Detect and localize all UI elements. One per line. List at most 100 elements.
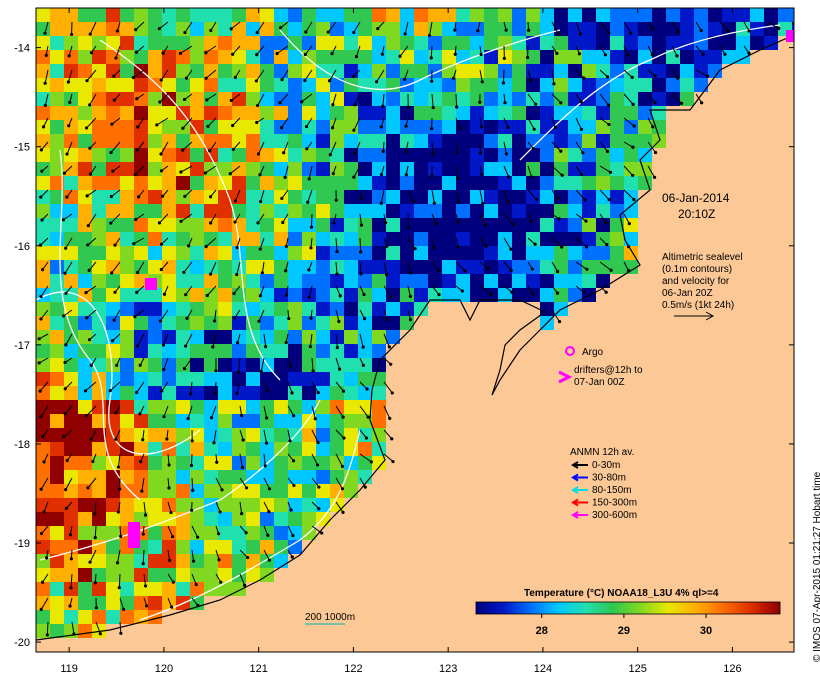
- sst-cell: [190, 162, 204, 176]
- sst-cell: [232, 204, 246, 218]
- lon-tick-label: 123: [439, 663, 457, 675]
- velocity-vector-head: [679, 101, 684, 105]
- sst-cell: [78, 610, 92, 624]
- sst-cell: [316, 22, 330, 36]
- sst-cell: [162, 36, 176, 50]
- sst-cell: [232, 400, 246, 414]
- velocity-vector: [407, 309, 411, 320]
- sst-cell: [386, 50, 400, 64]
- sst-cell: [554, 176, 568, 190]
- sst-cell: [218, 498, 232, 512]
- velocity-vector: [623, 21, 632, 34]
- velocity-vector: [359, 477, 366, 488]
- sst-cell: [78, 526, 92, 540]
- velocity-vector: [86, 69, 97, 81]
- sst-cell: [260, 484, 274, 498]
- sst-cell: [372, 36, 386, 50]
- sst-cell: [148, 428, 162, 442]
- velocity-vector-head: [233, 199, 237, 203]
- sst-cell: [484, 148, 498, 162]
- sst-cell: [64, 470, 78, 484]
- velocity-vector: [502, 69, 505, 83]
- sst-cell: [78, 316, 92, 330]
- velocity-vector-head: [63, 412, 67, 416]
- sst-cell: [288, 372, 302, 386]
- velocity-vector-head: [159, 169, 164, 173]
- sst-cell: [64, 274, 78, 288]
- sst-cell: [540, 190, 554, 204]
- sst-cell: [218, 36, 232, 50]
- sst-cell: [302, 288, 316, 302]
- velocity-vector: [335, 477, 343, 489]
- sst-cell: [582, 134, 596, 148]
- velocity-vector: [236, 261, 241, 275]
- sst-cell: [400, 8, 414, 22]
- velocity-vector-head: [160, 389, 164, 393]
- sst-cell: [176, 246, 190, 260]
- velocity-vector-head: [205, 98, 209, 102]
- sst-cell: [624, 22, 638, 36]
- sst-cell: [218, 260, 232, 274]
- legend-label: 300-600m: [592, 510, 637, 521]
- sst-cell: [400, 218, 414, 232]
- sst-cell: [456, 120, 470, 134]
- velocity-vector-head: [267, 487, 272, 491]
- sst-cell: [302, 218, 316, 232]
- velocity-vector-head: [42, 510, 46, 514]
- sst-cell: [400, 274, 414, 288]
- sst-cell: [36, 22, 50, 36]
- velocity-vector-head: [288, 439, 292, 443]
- sst-cell: [344, 50, 358, 64]
- velocity-vector: [455, 117, 461, 129]
- velocity-vector: [551, 165, 563, 176]
- sst-cell: [358, 218, 372, 232]
- velocity-vector: [209, 141, 217, 152]
- altimetry-line: 06-Jan 20Z: [662, 288, 713, 299]
- sst-cell: [246, 204, 260, 218]
- velocity-vector-head: [244, 486, 249, 490]
- sst-cell: [400, 134, 414, 148]
- sst-cell: [36, 218, 50, 232]
- sst-cell: [78, 204, 92, 218]
- sst-cell: [162, 484, 176, 498]
- velocity-vector: [359, 261, 362, 274]
- sst-cell: [232, 148, 246, 162]
- velocity-vector-head: [747, 51, 751, 55]
- sst-cell: [274, 204, 288, 218]
- sst-cell: [106, 526, 120, 540]
- sst-cell: [540, 246, 554, 260]
- sst-cell: [148, 190, 162, 204]
- velocity-vector: [383, 429, 393, 440]
- sst-cell: [162, 232, 176, 246]
- velocity-vector-head: [506, 125, 510, 129]
- velocity-vector-head: [341, 415, 345, 419]
- sst-cell: [50, 400, 64, 414]
- velocity-vector-head: [62, 435, 66, 439]
- sst-cell: [78, 414, 92, 428]
- velocity-vector-head: [654, 150, 658, 155]
- sst-cell: [176, 344, 190, 358]
- sst-cell: [78, 148, 92, 162]
- velocity-vector: [135, 21, 145, 30]
- sst-cell: [120, 582, 134, 596]
- sst-cell: [148, 92, 162, 106]
- velocity-vector-head: [340, 487, 345, 491]
- sst-cell: [218, 288, 232, 302]
- velocity-vector: [430, 45, 433, 58]
- velocity-vector-head: [555, 51, 559, 55]
- velocity-vector-head: [579, 100, 583, 104]
- sst-cell: [176, 274, 190, 288]
- sst-cell: [92, 316, 106, 330]
- sst-cell: [358, 442, 372, 456]
- velocity-vector-head: [63, 360, 67, 365]
- velocity-vector-head: [311, 369, 315, 373]
- sst-cell: [372, 106, 386, 120]
- velocity-vector-head: [335, 249, 339, 254]
- velocity-vector-head: [430, 79, 434, 83]
- sst-cell: [274, 470, 288, 484]
- velocity-vector: [110, 141, 121, 153]
- velocity-vector-head: [557, 217, 561, 221]
- velocity-vector-head: [503, 101, 507, 105]
- sst-cell: [148, 8, 162, 22]
- velocity-vector-head: [506, 200, 510, 204]
